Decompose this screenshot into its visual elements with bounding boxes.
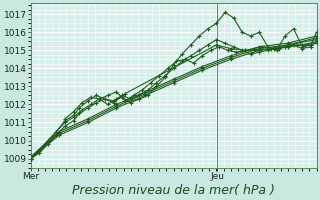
X-axis label: Pression niveau de la mer( hPa ): Pression niveau de la mer( hPa ) xyxy=(72,184,275,197)
